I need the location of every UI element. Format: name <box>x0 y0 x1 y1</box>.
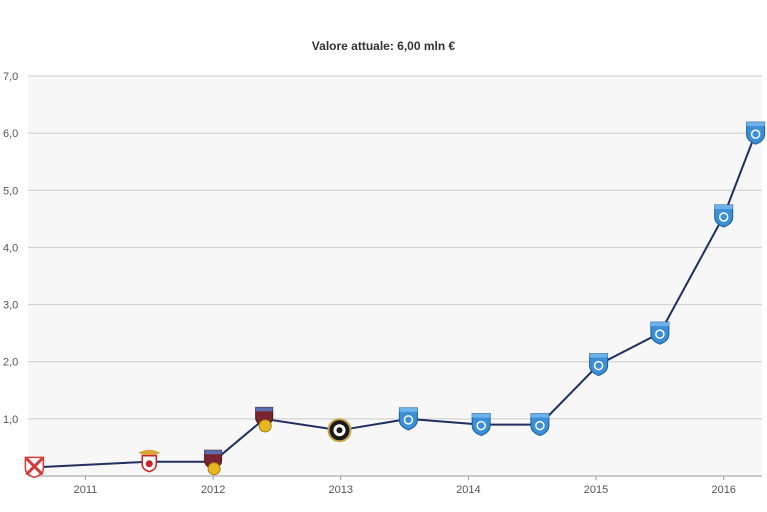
data-point-marker <box>398 407 418 431</box>
data-point-marker <box>746 121 766 145</box>
x-tick-label: 2016 <box>711 484 735 496</box>
x-tick-label: 2012 <box>201 484 225 496</box>
data-point-marker <box>204 449 223 476</box>
shield-emblem <box>718 212 729 222</box>
series-line <box>34 132 757 469</box>
y-tick-label: 2,0 <box>3 357 18 369</box>
shield-emblem <box>655 329 665 339</box>
x-tick-label: 2014 <box>456 484 480 496</box>
blue-shield-icon <box>589 353 609 377</box>
blue-shield-icon <box>398 407 418 431</box>
ball-icon <box>207 462 221 476</box>
blue-shield-icon <box>471 413 491 437</box>
shield-band <box>399 407 418 412</box>
data-point-marker <box>589 353 609 377</box>
crest-center <box>336 427 343 434</box>
y-tick-label: 3,0 <box>3 300 18 312</box>
data-point-marker <box>138 449 161 473</box>
shield-band <box>204 450 222 455</box>
blue-shield-icon <box>530 413 550 437</box>
data-point-marker <box>650 321 670 345</box>
x-tick-label: 2015 <box>584 484 608 496</box>
y-tick-label: 1,0 <box>3 414 18 426</box>
shield-emblem <box>750 129 761 139</box>
data-point-marker <box>471 413 491 437</box>
shield-cross <box>25 457 44 476</box>
data-point-marker <box>327 418 352 443</box>
shield-band <box>714 205 733 209</box>
y-tick-label: 7,0 <box>3 71 18 83</box>
chart-title: Valore attuale: 6,00 mln € <box>311 39 456 53</box>
shield-band <box>530 413 549 418</box>
data-point-marker <box>530 413 550 437</box>
y-tick-label: 6,0 <box>3 128 18 140</box>
shield-band <box>255 407 273 412</box>
ball-icon <box>258 419 272 433</box>
blue-shield-icon <box>746 121 766 145</box>
shield-band <box>650 322 669 327</box>
plot-area <box>28 76 762 476</box>
y-tick-label: 5,0 <box>3 185 18 197</box>
eagle-icon <box>138 449 161 456</box>
shield-emblem <box>403 415 414 425</box>
shield-band <box>472 413 491 418</box>
shield-emblem <box>535 420 545 431</box>
x-tick-label: 2013 <box>329 484 353 496</box>
shield-band <box>746 122 765 127</box>
shield-emblem <box>593 360 604 371</box>
shield-band <box>589 353 608 358</box>
x-tick-label: 2011 <box>74 484 98 496</box>
y-tick-label: 4,0 <box>3 242 18 254</box>
crest-center <box>145 460 153 468</box>
blue-shield-icon <box>650 321 670 345</box>
shield-emblem <box>476 420 486 431</box>
data-point-marker <box>255 406 274 433</box>
data-point-marker <box>24 456 45 479</box>
data-point-marker <box>714 204 734 228</box>
blue-shield-icon <box>714 204 734 228</box>
